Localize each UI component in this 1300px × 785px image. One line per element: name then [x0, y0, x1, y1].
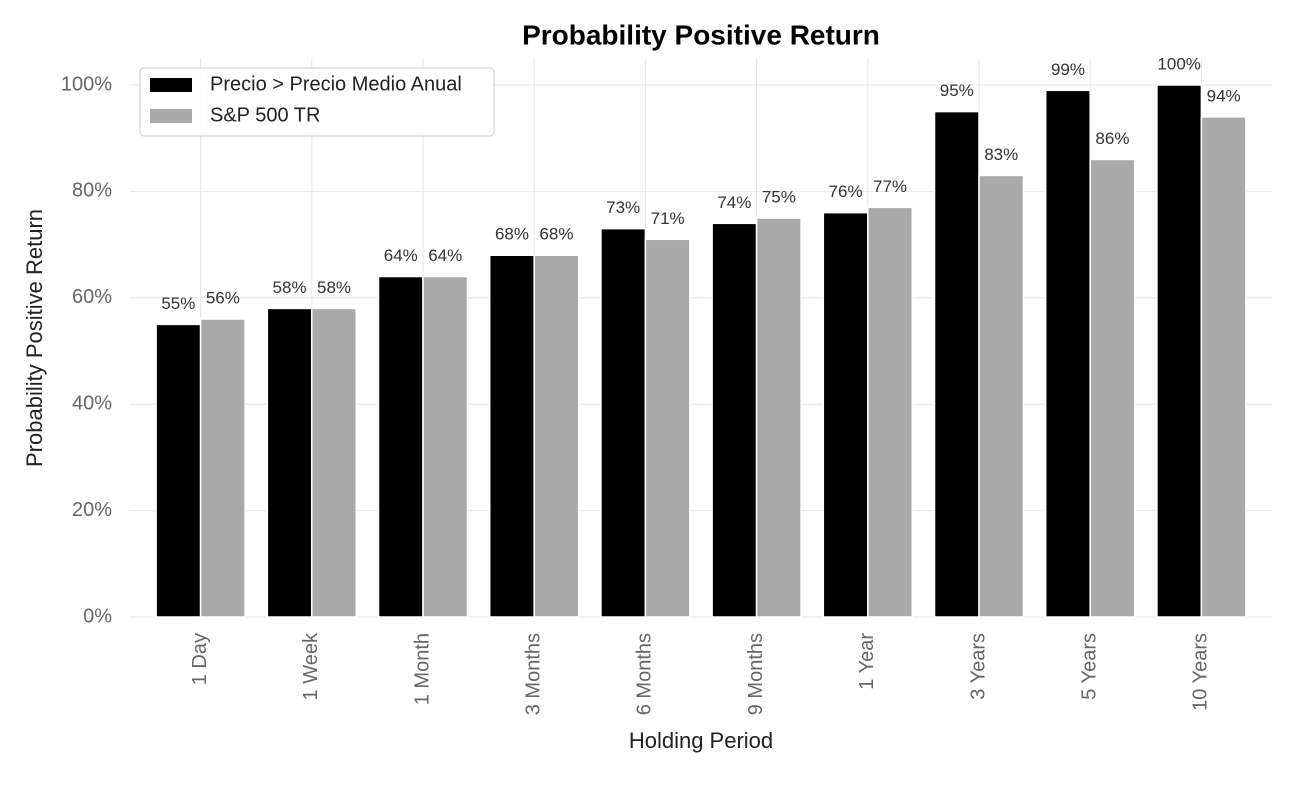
bar — [978, 174, 1025, 618]
value-label: 86% — [1095, 129, 1129, 148]
x-tick-label: 1 Day — [189, 633, 211, 685]
value-label: 64% — [428, 246, 462, 265]
bar — [199, 318, 246, 618]
bar — [755, 217, 802, 618]
x-tick-label: 5 Years — [1078, 633, 1100, 700]
bar — [422, 275, 469, 618]
x-tick-label: 1 Year — [856, 633, 878, 690]
x-tick-label: 9 Months — [745, 633, 767, 715]
legend-swatch — [150, 109, 192, 123]
bar — [1044, 89, 1091, 618]
bar — [600, 227, 647, 618]
value-label: 83% — [984, 145, 1018, 164]
x-tick-label: 1 Month — [411, 633, 433, 705]
x-tick-label: 6 Months — [634, 633, 656, 715]
legend: Precio > Precio Medio Anual S&P 500 TR — [139, 67, 495, 137]
bar — [377, 275, 424, 618]
bar — [1200, 116, 1247, 618]
value-label: 94% — [1207, 86, 1241, 105]
y-tick-label: 80% — [72, 180, 112, 202]
x-tick-label: 10 Years — [1190, 633, 1212, 711]
value-label: 55% — [161, 294, 195, 313]
bar — [488, 254, 535, 618]
value-label: 64% — [384, 246, 418, 265]
bar — [867, 206, 914, 618]
x-tick-label: 3 Months — [522, 633, 544, 715]
legend-label: S&P 500 TR — [210, 104, 320, 126]
legend-swatch — [150, 78, 192, 92]
y-tick-label: 40% — [72, 392, 112, 414]
chart-title: Probability Positive Return — [522, 19, 880, 50]
bar — [155, 323, 202, 618]
bar — [311, 307, 358, 618]
value-label: 95% — [940, 81, 974, 100]
y-tick-label: 100% — [61, 73, 112, 95]
bar — [533, 254, 580, 618]
bar — [1089, 158, 1136, 618]
value-label: 58% — [273, 278, 307, 297]
legend-label: Precio > Precio Medio Anual — [210, 73, 462, 95]
value-label: 77% — [873, 177, 907, 196]
x-tick-label: 3 Years — [967, 633, 989, 700]
bars: 55% 58% 64% 68% 73% 74% 76% 95% 99% 100% 56% 58% 64%… — [155, 54, 1247, 618]
y-tick-label: 20% — [72, 499, 112, 521]
x-axis-label: Holding Period — [629, 728, 773, 753]
legend-box — [139, 67, 495, 137]
value-label: 68% — [539, 225, 573, 244]
x-tick-label: 1 Week — [300, 632, 322, 700]
y-axis-label: Probability Positive Return — [22, 209, 47, 467]
bar — [1156, 84, 1203, 618]
y-tick-label: 0% — [83, 605, 112, 627]
bar — [266, 307, 313, 618]
value-label: 58% — [317, 278, 351, 297]
value-label: 68% — [495, 225, 529, 244]
value-label: 73% — [606, 198, 640, 217]
value-label: 74% — [717, 193, 751, 212]
bar — [711, 222, 758, 618]
value-label: 99% — [1051, 60, 1085, 79]
bar — [822, 211, 869, 618]
value-label: 71% — [651, 209, 685, 228]
y-tick-label: 60% — [72, 286, 112, 308]
bar — [933, 110, 980, 618]
value-label: 56% — [206, 289, 240, 308]
value-label: 100% — [1157, 54, 1200, 73]
value-label: 76% — [829, 182, 863, 201]
bar — [644, 238, 691, 618]
value-label: 75% — [762, 187, 796, 206]
